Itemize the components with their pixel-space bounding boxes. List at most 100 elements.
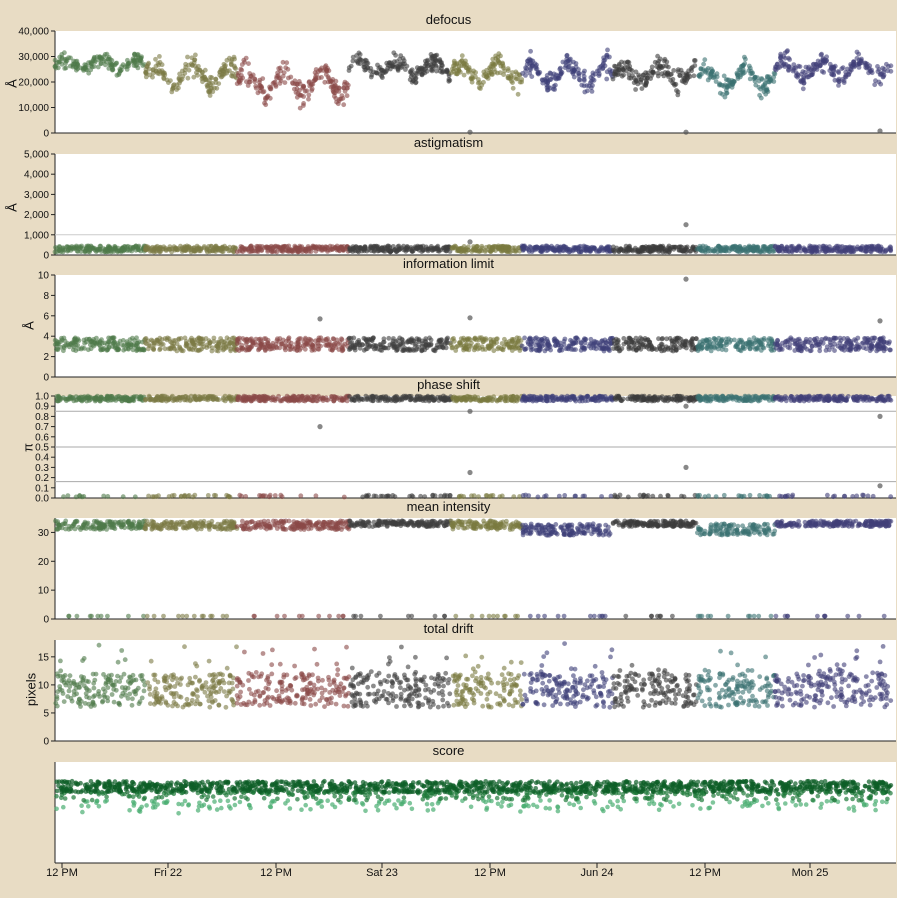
data-point: [461, 346, 466, 351]
data-point: [759, 77, 764, 82]
data-point: [433, 63, 438, 68]
data-point: [186, 63, 191, 68]
data-point: [242, 394, 247, 399]
data-point: [113, 248, 118, 253]
data-point: [460, 53, 465, 58]
data-point: [886, 341, 891, 346]
y-tick-label: 0.2: [35, 473, 49, 484]
data-point: [273, 83, 278, 88]
data-point: [343, 89, 348, 94]
data-point: [140, 63, 145, 68]
y-tick-label: 0.8: [35, 412, 49, 423]
data-point: [836, 83, 841, 88]
data-point: [724, 348, 729, 353]
data-point: [848, 249, 853, 254]
data-point: [590, 245, 595, 250]
data-point: [709, 74, 714, 79]
data-point: [262, 245, 267, 250]
data-point: [137, 244, 142, 249]
data-point: [71, 347, 76, 352]
data-point: [644, 338, 649, 343]
data-point: [490, 245, 495, 250]
data-point: [197, 396, 202, 401]
data-point: [824, 348, 829, 353]
data-point: [839, 66, 844, 71]
data-point: [537, 346, 542, 351]
y-tick-label: 0.3: [35, 463, 49, 474]
data-point: [103, 52, 108, 57]
data-point: [413, 342, 418, 347]
data-point: [338, 340, 343, 345]
data-point: [309, 88, 314, 93]
data-point: [144, 70, 149, 75]
data-point: [680, 249, 685, 254]
data-point: [589, 337, 594, 342]
data-point: [374, 494, 379, 499]
y-tick-label: 10: [38, 271, 50, 282]
data-point: [296, 345, 301, 350]
data-point: [333, 90, 338, 95]
data-point: [141, 347, 146, 352]
data-point: [393, 53, 398, 58]
data-point: [121, 246, 126, 251]
data-point: [330, 247, 335, 252]
data-point: [796, 64, 801, 69]
data-point: [524, 346, 529, 351]
data-point: [570, 341, 575, 346]
data-point: [257, 78, 262, 83]
data-point: [669, 348, 674, 353]
data-point: [634, 336, 639, 341]
data-point: [248, 244, 253, 249]
data-point: [266, 338, 271, 343]
data-point: [779, 60, 784, 65]
data-point: [546, 248, 551, 253]
data-point: [483, 338, 488, 343]
data-point: [301, 101, 306, 106]
data-point: [552, 84, 557, 89]
data-point: [561, 60, 566, 65]
plot-area: [55, 154, 896, 255]
data-point: [442, 493, 447, 498]
data-point: [223, 67, 228, 72]
data-point: [406, 339, 411, 344]
data-point: [278, 66, 283, 71]
data-point: [860, 248, 865, 253]
data-point: [213, 396, 218, 401]
data-point: [855, 245, 860, 250]
data-point: [207, 341, 212, 346]
data-point: [139, 54, 144, 59]
data-point: [157, 68, 162, 73]
data-point: [805, 75, 810, 80]
data-point: [157, 336, 162, 341]
data-point: [626, 341, 631, 346]
data-point: [542, 77, 547, 82]
data-point: [594, 249, 599, 254]
data-point: [201, 344, 206, 349]
data-point: [616, 248, 621, 253]
data-point: [628, 67, 633, 72]
data-point: [250, 343, 255, 348]
data-point: [877, 128, 882, 133]
data-point: [851, 63, 856, 68]
data-point: [157, 54, 162, 59]
data-point: [376, 66, 381, 71]
data-point: [644, 81, 649, 86]
data-point: [91, 344, 96, 349]
data-point: [87, 249, 92, 254]
data-point: [519, 77, 524, 82]
data-point: [605, 53, 610, 58]
data-point: [276, 394, 281, 399]
data-point: [616, 338, 621, 343]
data-point: [244, 338, 249, 343]
data-point: [857, 345, 862, 350]
data-point: [86, 394, 91, 399]
data-point: [341, 102, 346, 107]
data-point: [197, 68, 202, 73]
data-point: [216, 81, 221, 86]
data-point: [114, 61, 119, 66]
data-point: [339, 245, 344, 250]
data-point: [153, 57, 158, 62]
data-point: [757, 340, 762, 345]
data-point: [324, 245, 329, 250]
data-point: [450, 346, 455, 351]
